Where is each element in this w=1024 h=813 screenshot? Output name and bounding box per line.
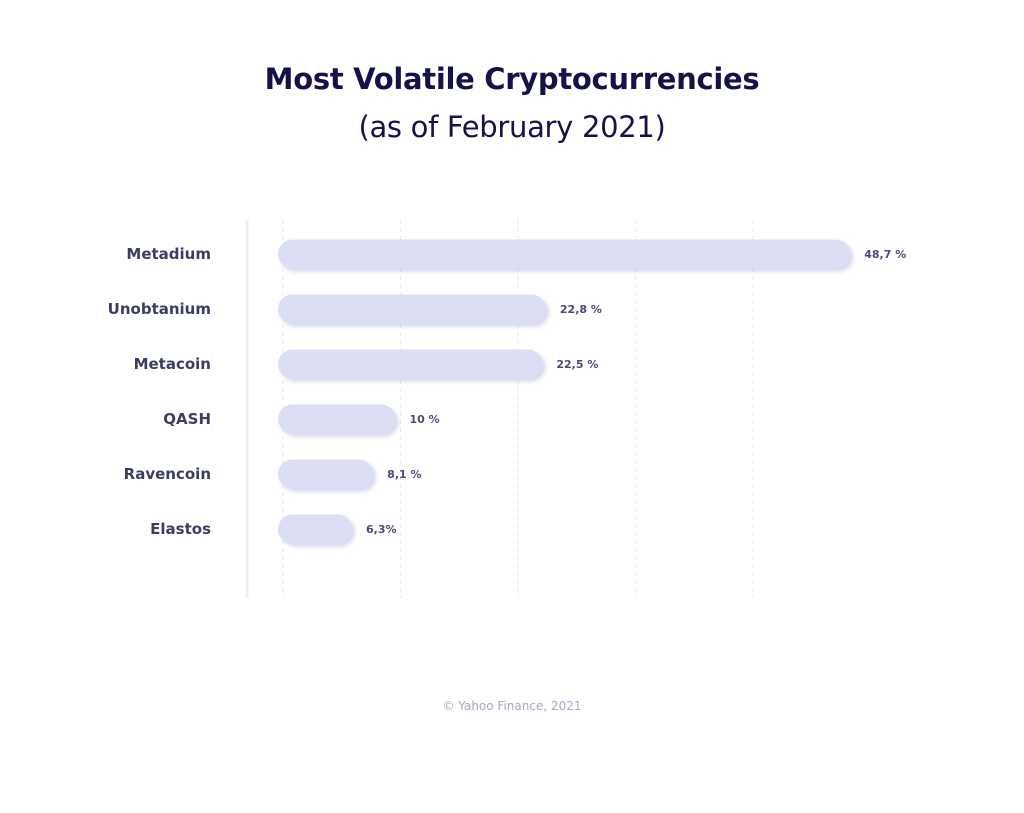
category-label: Metacoin (134, 355, 211, 373)
value-label: 8,1 % (387, 468, 421, 481)
category-label: Ravencoin (124, 465, 211, 483)
chart-subtitle: (as of February 2021) (358, 110, 666, 144)
bar-qash (278, 404, 396, 434)
chart-title: Most Volatile Cryptocurrencies (264, 62, 760, 96)
bars (278, 239, 851, 544)
bar-elastos (278, 514, 353, 544)
value-label: 6,3% (366, 523, 397, 536)
value-label: 22,8 % (560, 303, 602, 316)
value-label: 22,5 % (556, 358, 598, 371)
bar-metadium (278, 239, 851, 269)
bar-unobtanium (278, 294, 546, 324)
value-label: 10 % (410, 413, 440, 426)
category-label: QASH (163, 410, 211, 428)
value-label: 48,7 % (864, 248, 906, 261)
source-credit: © Yahoo Finance, 2021 (442, 699, 582, 713)
value-labels: 48,7 % 22,8 % 22,5 % 10 % 8,1 % 6,3% (366, 248, 906, 536)
category-label: Unobtanium (108, 300, 211, 318)
category-labels: Metadium Unobtanium Metacoin QASH Ravencoin E… (108, 245, 211, 538)
category-label: Elastos (150, 520, 211, 538)
category-label: Metadium (126, 245, 211, 263)
bar-ravencoin (278, 459, 374, 489)
bar-metacoin (278, 349, 543, 379)
